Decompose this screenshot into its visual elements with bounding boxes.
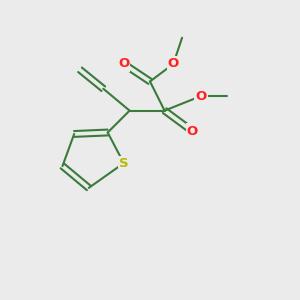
Text: O: O bbox=[168, 58, 179, 70]
Text: O: O bbox=[195, 89, 207, 103]
Text: S: S bbox=[119, 157, 129, 169]
Text: O: O bbox=[118, 58, 129, 70]
Text: O: O bbox=[187, 124, 198, 137]
